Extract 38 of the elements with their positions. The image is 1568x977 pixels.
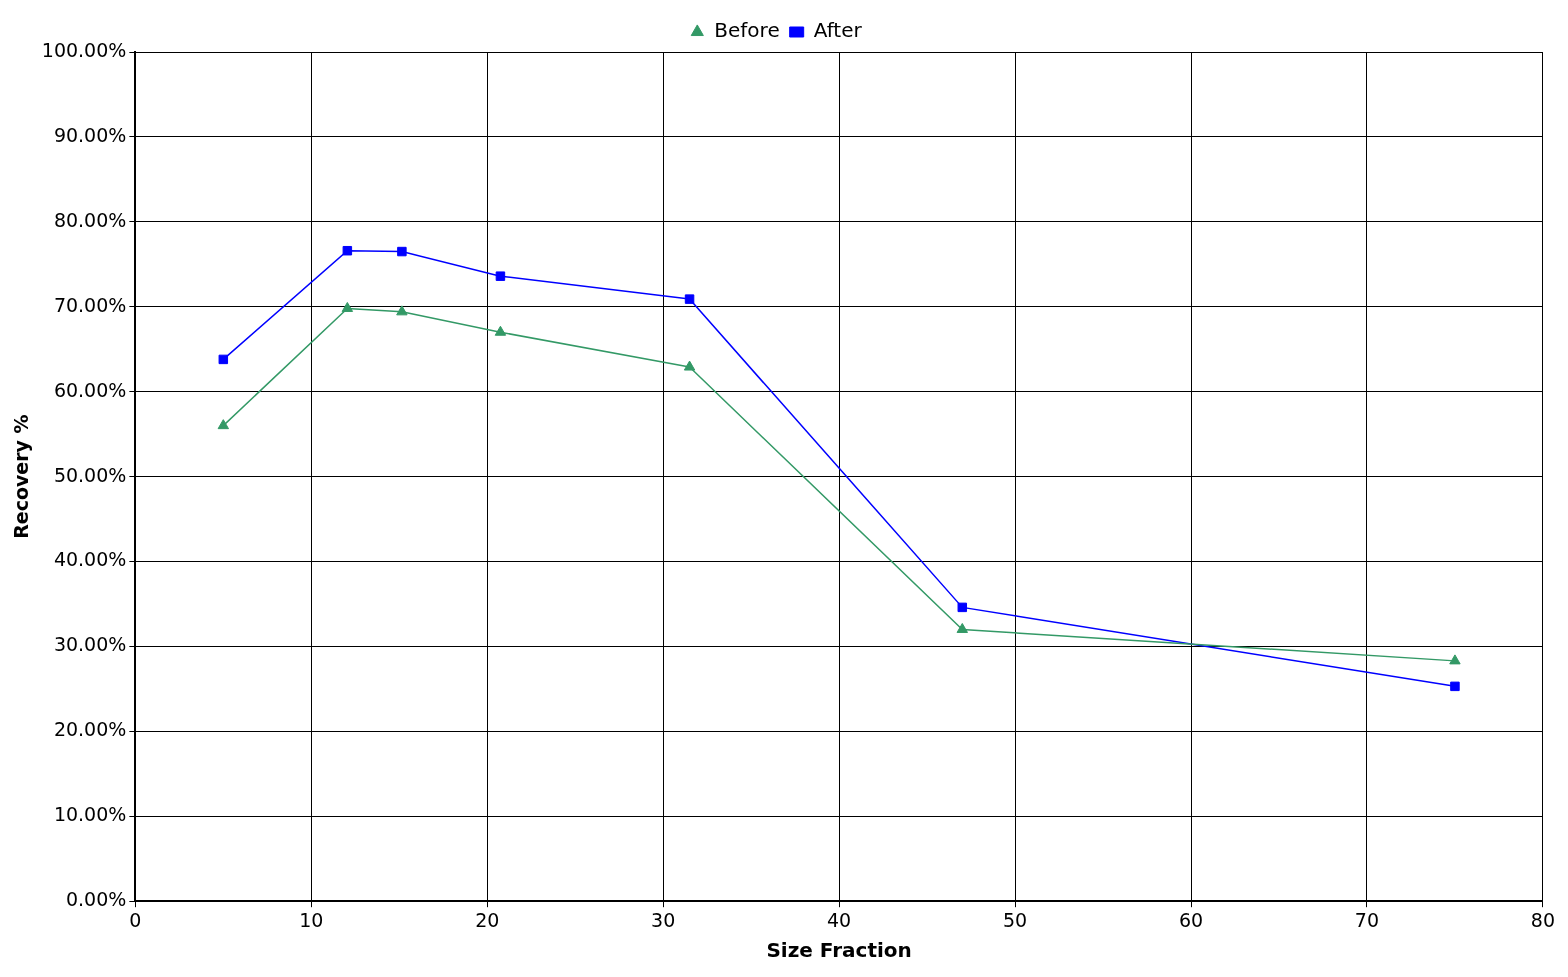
- point: [495, 271, 506, 281]
- y-tick-label: 80.00%: [53, 208, 127, 231]
- y-tick-label: 90.00%: [53, 123, 127, 146]
- point: [341, 301, 354, 312]
- y-tick-label: 50.00%: [53, 463, 127, 486]
- point: [683, 360, 696, 371]
- y-tick-label: 30.00%: [53, 633, 127, 656]
- x-tick-label: 0: [129, 908, 142, 931]
- legend-label: Before: [714, 18, 780, 43]
- point: [956, 622, 968, 633]
- y-tick-label: 60.00%: [53, 378, 127, 401]
- x-axis-title: Size Fraction: [766, 938, 912, 963]
- y-tick-label: 70.00%: [53, 293, 127, 316]
- point: [957, 602, 968, 613]
- point: [494, 325, 507, 336]
- y-tick-label: 0.00%: [65, 888, 127, 911]
- x-tick-label: 80: [1530, 908, 1556, 931]
- point: [342, 245, 353, 256]
- x-tick-label: 20: [475, 908, 500, 931]
- point: [684, 294, 695, 304]
- x-tick-label: 70: [1354, 908, 1380, 931]
- y-axis-title: Recovery %: [10, 414, 33, 539]
- legend-label: After: [813, 18, 863, 43]
- point: [396, 305, 408, 316]
- y-tick-label: 10.00%: [53, 803, 127, 826]
- x-tick-label: 10: [299, 908, 324, 931]
- point: [397, 246, 407, 257]
- point: [217, 419, 230, 430]
- x-tick-label: 60: [1178, 908, 1204, 931]
- y-tick-label: 100.00%: [41, 38, 127, 61]
- point: [1450, 681, 1460, 692]
- x-tick-label: 30: [651, 908, 676, 931]
- point: [1449, 654, 1461, 665]
- point: [218, 354, 229, 365]
- x-tick-label: 50: [1002, 908, 1028, 931]
- x-tick-label: 40: [827, 908, 852, 931]
- y-tick-label: 20.00%: [53, 718, 127, 741]
- y-tick-label: 40.00%: [53, 548, 127, 571]
